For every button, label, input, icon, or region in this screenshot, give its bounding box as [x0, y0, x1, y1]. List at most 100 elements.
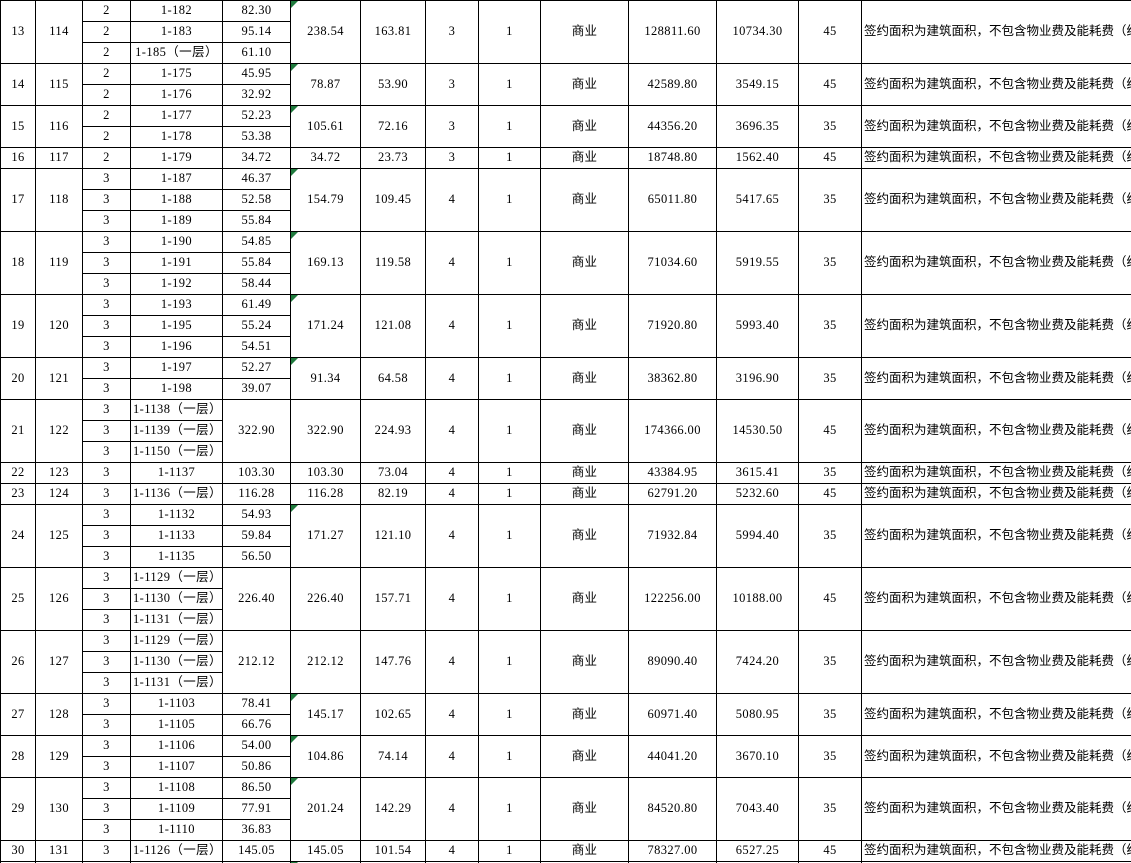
cell-monthly-rent[interactable]: 3196.90: [716, 357, 799, 400]
cell-total-price[interactable]: 65011.80: [628, 168, 717, 232]
cell-total-area[interactable]: 103.30: [290, 462, 361, 484]
cell-years[interactable]: 3: [425, 147, 479, 169]
cell-unit-number[interactable]: 1-175: [130, 63, 223, 85]
table-row[interactable]: 3 1-1131（一层）: [1, 609, 1131, 631]
cell-monthly-rent[interactable]: 14530.50: [716, 399, 799, 463]
cell-floor[interactable]: 3: [82, 420, 131, 442]
cell-unit-area[interactable]: 39.07: [222, 378, 291, 400]
cell-unit-number[interactable]: 1-1139（一层）: [130, 420, 223, 442]
cell-unit-price[interactable]: 45: [798, 147, 862, 169]
cell-floor[interactable]: 3: [82, 714, 131, 736]
cell-floor[interactable]: 3: [82, 273, 131, 295]
cell-unit-number[interactable]: 1-1132: [130, 504, 223, 526]
cell-floor[interactable]: 2: [82, 21, 131, 43]
cell-unit-number[interactable]: 1-198: [130, 378, 223, 400]
cell-quantity[interactable]: 1: [478, 504, 541, 568]
cell-sequence[interactable]: 25: [0, 567, 36, 631]
cell-total-area[interactable]: 322.90: [290, 399, 361, 463]
cell-usable-area[interactable]: 23.73: [360, 147, 426, 169]
cell-remark[interactable]: 签约面积为建筑面积，不包含物业费及能耗费（经营业态餐饮除外）: [861, 483, 1131, 505]
cell-quantity[interactable]: 1: [478, 105, 541, 148]
cell-quantity[interactable]: 1: [478, 63, 541, 106]
cell-monthly-rent[interactable]: 5232.60: [716, 483, 799, 505]
cell-usable-area[interactable]: 73.04: [360, 462, 426, 484]
cell-years[interactable]: 3: [425, 0, 479, 64]
cell-floor[interactable]: 3: [82, 693, 131, 715]
cell-remark[interactable]: 签约面积为建筑面积，不包含物业费及能耗费（经营业态餐饮除外）: [861, 504, 1131, 568]
cell-quantity[interactable]: 1: [478, 735, 541, 778]
cell-remark[interactable]: 签约面积为建筑面积，不包含物业费及能耗费（经营业态餐饮除外）: [861, 294, 1131, 358]
cell-remark[interactable]: 签约面积为建筑面积，不包含物业费及能耗费（经营业态餐饮除外）: [861, 357, 1131, 400]
cell-unit-price[interactable]: 35: [798, 168, 862, 232]
cell-unit-number[interactable]: 1-183: [130, 21, 223, 43]
cell-usage-type[interactable]: 商业: [540, 567, 629, 631]
cell-unit-number[interactable]: 1-196: [130, 336, 223, 358]
cell-usage-type[interactable]: 商业: [540, 504, 629, 568]
cell-total-area[interactable]: 105.61: [290, 105, 361, 148]
cell-usable-area[interactable]: 109.45: [360, 168, 426, 232]
cell-unit-area[interactable]: 32.92: [222, 84, 291, 106]
cell-unit-number[interactable]: 1-178: [130, 126, 223, 148]
cell-sequence[interactable]: 29: [0, 777, 36, 841]
cell-sequence[interactable]: 27: [0, 693, 36, 736]
cell-total-price[interactable]: 71932.84: [628, 504, 717, 568]
cell-total-price[interactable]: 38362.80: [628, 357, 717, 400]
table-row[interactable]: 13 114 2 1-182 82.30 238.54 163.81 3 1 商业 128811.6…: [0, 0, 1131, 64]
cell-unit-number[interactable]: 1-197: [130, 357, 223, 379]
cell-unit-area[interactable]: 145.05: [222, 840, 291, 862]
cell-sequence[interactable]: 23: [0, 483, 36, 505]
cell-quantity[interactable]: 1: [478, 231, 541, 295]
table-row[interactable]: 3 1-1131（一层）: [1, 672, 1131, 694]
cell-floor[interactable]: 3: [82, 840, 131, 862]
cell-floor[interactable]: 3: [82, 378, 131, 400]
cell-unit-number[interactable]: 1-1131（一层）: [130, 609, 223, 631]
cell-remark[interactable]: 签约面积为建筑面积，不包含物业费及能耗费（经营业态餐饮除外）: [861, 840, 1131, 862]
cell-total-price[interactable]: 71920.80: [628, 294, 717, 358]
table-row[interactable]: 19 120 3 1-193 61.49 171.24 121.08 4 1 商业 71920.80…: [0, 294, 1131, 358]
cell-total-price[interactable]: 128811.60: [628, 0, 717, 64]
cell-quantity[interactable]: 1: [478, 693, 541, 736]
cell-usage-type[interactable]: 商业: [540, 777, 629, 841]
cell-unit-area[interactable]: 66.76: [222, 714, 291, 736]
cell-remark[interactable]: 签约面积为建筑面积，不包含物业费及能耗费（经营业态餐饮除外）: [861, 105, 1131, 148]
cell-years[interactable]: 4: [425, 840, 479, 862]
cell-usable-area[interactable]: 53.90: [360, 63, 426, 106]
cell-code[interactable]: 126: [35, 567, 83, 631]
cell-floor[interactable]: 3: [82, 336, 131, 358]
cell-floor[interactable]: 3: [82, 483, 131, 505]
cell-unit-area[interactable]: 45.95: [222, 63, 291, 85]
cell-unit-number[interactable]: 1-188: [130, 189, 223, 211]
table-row[interactable]: 25 126 3 1-1129（一层） 226.40 226.40 157.71 4 1 商业 12…: [0, 567, 1131, 631]
cell-floor[interactable]: 2: [82, 147, 131, 169]
cell-years[interactable]: 4: [425, 504, 479, 568]
cell-code[interactable]: 122: [35, 399, 83, 463]
cell-years[interactable]: 3: [425, 63, 479, 106]
cell-unit-area[interactable]: 77.91: [222, 798, 291, 820]
cell-years[interactable]: 4: [425, 399, 479, 463]
cell-quantity[interactable]: 1: [478, 357, 541, 400]
cell-years[interactable]: 4: [425, 168, 479, 232]
cell-code[interactable]: 130: [35, 777, 83, 841]
table-row[interactable]: 23 124 3 1-1136（一层） 116.28 116.28 82.19 4 1 商业 627…: [0, 483, 1131, 505]
cell-remark[interactable]: 签约面积为建筑面积，不包含物业费及能耗费（经营业态餐饮除外）: [861, 168, 1131, 232]
cell-unit-price[interactable]: 35: [798, 105, 862, 148]
cell-usage-type[interactable]: 商业: [540, 63, 629, 106]
cell-unit-number[interactable]: 1-185（一层）: [130, 42, 223, 64]
cell-total-area[interactable]: 171.24: [290, 294, 361, 358]
cell-total-price[interactable]: 122256.00: [628, 567, 717, 631]
cell-unit-number[interactable]: 1-1108: [130, 777, 223, 799]
cell-total-price[interactable]: 71034.60: [628, 231, 717, 295]
cell-remark[interactable]: 签约面积为建筑面积，不包含物业费及能耗费（经营业态餐饮除外）: [861, 399, 1131, 463]
cell-monthly-rent[interactable]: 5417.65: [716, 168, 799, 232]
cell-total-price[interactable]: 174366.00: [628, 399, 717, 463]
cell-floor[interactable]: 3: [82, 168, 131, 190]
cell-unit-number[interactable]: 1-1129（一层）: [130, 567, 223, 589]
cell-unit-area[interactable]: 36.83: [222, 819, 291, 841]
cell-total-area[interactable]: 169.13: [290, 231, 361, 295]
table-row[interactable]: 17 118 3 1-187 46.37 154.79 109.45 4 1 商业 65011.80…: [0, 168, 1131, 232]
cell-unit-number[interactable]: 1-1135: [130, 546, 223, 568]
cell-usable-area[interactable]: 64.58: [360, 357, 426, 400]
cell-unit-number[interactable]: 1-1129（一层）: [130, 630, 223, 652]
table-row[interactable]: 3113231-112774.62130.3692.1741商业54751.24…: [0, 861, 1131, 863]
cell-usage-type[interactable]: 商业: [540, 693, 629, 736]
